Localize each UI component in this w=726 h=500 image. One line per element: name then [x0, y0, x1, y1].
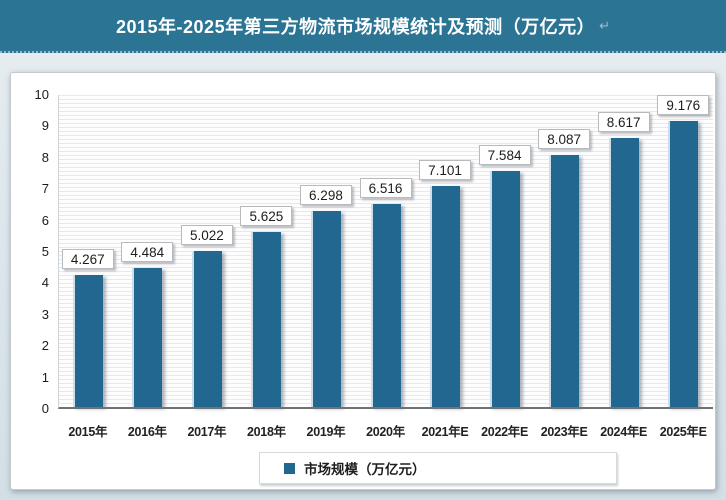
x-tick-label: 2020年 [366, 425, 405, 439]
y-tick-label: 0 [41, 401, 49, 416]
x-tick-label: 2016年 [127, 425, 167, 439]
paragraph-return-icon: ↵ [599, 17, 610, 33]
value-label: 8.617 [597, 112, 650, 133]
legend: 市场规模（万亿元） [259, 452, 617, 484]
chart-title-bar: 2015年-2025年第三方物流市场规模统计及预测（万亿元） ↵ [0, 0, 726, 53]
value-label: 4.267 [61, 249, 114, 270]
x-tick-label: 2022年E [481, 425, 528, 439]
page-title: 2015年-2025年第三方物流市场规模统计及预测（万亿元） [116, 16, 596, 37]
value-label: 5.022 [180, 225, 233, 246]
y-tick-label: 6 [41, 212, 49, 228]
x-tick-label: 2018年 [247, 425, 286, 439]
x-tick-label: 2021年E [421, 425, 469, 439]
bar-2017年 [191, 251, 222, 407]
x-tick-label: 2024年E [600, 425, 648, 439]
bar-2018年 [251, 232, 282, 407]
x-tick-label: 2025年E [659, 425, 707, 439]
y-tick-label: 4 [41, 275, 49, 291]
value-label: 7.584 [478, 144, 531, 165]
y-tick-label: 9 [41, 118, 49, 134]
bar-2025年E [668, 120, 699, 407]
x-tick-label: 2019年 [306, 425, 346, 439]
value-label: 6.516 [359, 178, 412, 199]
x-tick-label: 2023年E [540, 425, 588, 439]
y-tick-label: 1 [41, 369, 49, 385]
value-label: 4.484 [121, 242, 174, 263]
x-tick-label: 2015年 [68, 425, 108, 439]
value-label: 8.087 [538, 129, 591, 150]
bar-2024年E [608, 138, 639, 407]
bar-2020年 [370, 204, 401, 407]
value-label: 5.625 [240, 206, 293, 227]
value-label: 7.101 [419, 160, 472, 181]
legend-label: 市场规模（万亿元） [304, 462, 426, 477]
y-tick-label: 10 [34, 87, 49, 102]
chart-panel: 0 1 2 3 4 5 6 7 8 9 10 4.267 4.484 5.022 5.625 6.298 6.… [10, 72, 716, 490]
bar-2016年 [132, 268, 163, 407]
bar-2022年E [489, 170, 520, 407]
legend-marker-icon [284, 462, 295, 474]
value-label: 9.176 [657, 94, 710, 115]
bar-2023年E [549, 155, 580, 407]
value-label: 6.298 [299, 185, 352, 206]
bar-2021年E [430, 186, 461, 407]
y-tick-label: 2 [41, 338, 49, 354]
bar-2019年 [310, 211, 341, 407]
bar-2015年 [72, 275, 103, 407]
y-tick-label: 8 [41, 149, 49, 165]
y-tick-label: 7 [41, 181, 49, 197]
y-tick-label: 3 [41, 306, 49, 322]
x-tick-label: 2017年 [187, 425, 227, 439]
y-tick-label: 5 [41, 244, 49, 259]
